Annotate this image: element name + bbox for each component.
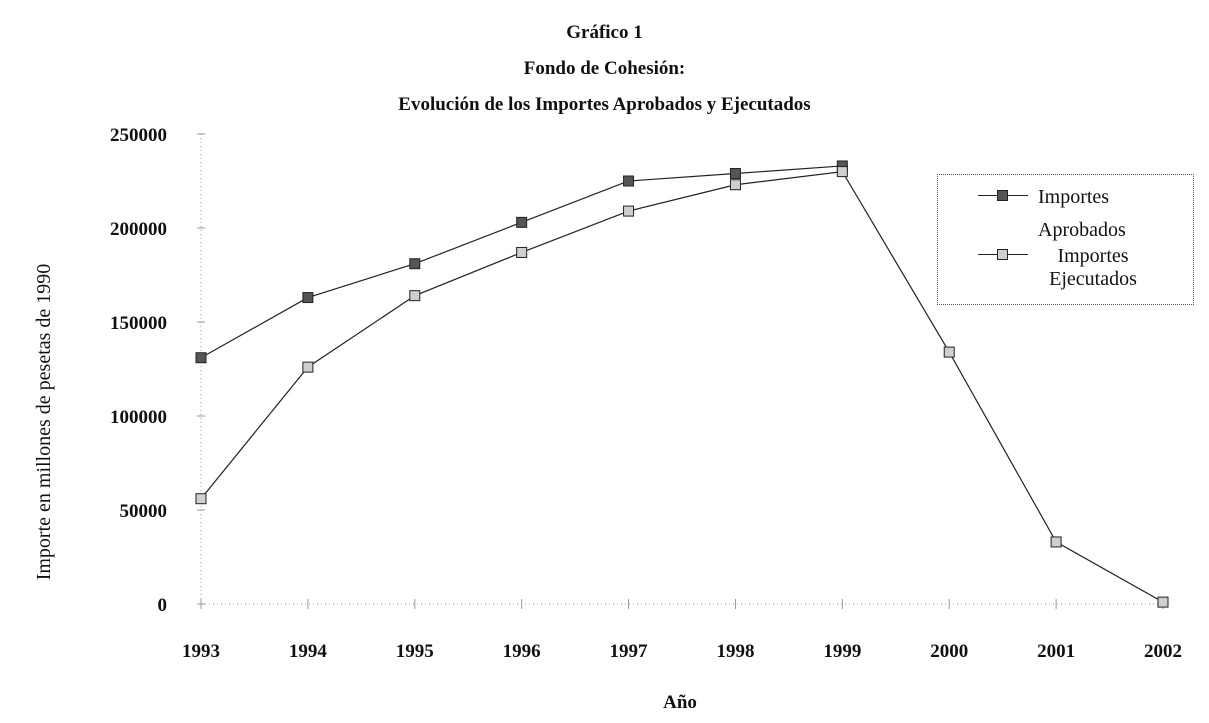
- legend-marker-aprobados: [997, 190, 1008, 201]
- x-tick-label: 1994: [289, 641, 328, 662]
- x-tick-label: 1997: [610, 641, 649, 662]
- data-point-importes-ejecutados: [943, 346, 955, 358]
- x-tick-label: 1993: [182, 641, 220, 662]
- x-tick-label: 1996: [503, 641, 541, 662]
- y-axis-label: Importe en millones de pesetas de 1990: [33, 263, 55, 581]
- y-tick-label: 50000: [120, 501, 168, 522]
- data-point-importes-aprobados: [516, 216, 528, 228]
- data-point-importes-aprobados: [409, 258, 421, 270]
- legend-label-aprobados-line2: Aprobados: [1038, 219, 1126, 241]
- legend-label-aprobados-line1: Importes: [1038, 186, 1110, 208]
- data-point-importes-ejecutados: [516, 246, 528, 258]
- chart-title-line-1: Gráfico 1: [566, 22, 643, 43]
- x-axis-label: Año: [663, 692, 697, 713]
- data-point-importes-ejecutados: [836, 166, 848, 178]
- y-tick-label: 150000: [110, 313, 167, 334]
- y-tick-label: 0: [158, 595, 168, 616]
- series-line-importes-aprobados: [200, 165, 843, 359]
- y-tick-label: 200000: [110, 219, 167, 240]
- data-point-importes-ejecutados: [729, 179, 741, 191]
- legend-label-ejecutados: Importes Ejecutados: [1018, 245, 1168, 291]
- x-tick-label: 1999: [823, 641, 861, 662]
- data-point-importes-ejecutados: [195, 493, 207, 505]
- series-line-importes-ejecutados: [200, 170, 1164, 603]
- x-tick-label: 2001: [1037, 641, 1075, 662]
- data-point-importes-ejecutados: [1050, 536, 1062, 548]
- y-tick-label: 100000: [110, 407, 167, 428]
- data-point-importes-ejecutados: [302, 361, 314, 373]
- data-point-importes-ejecutados: [1157, 596, 1169, 608]
- data-point-importes-ejecutados: [623, 205, 635, 217]
- legend-label-ejecutados-line2: Ejecutados: [1049, 268, 1137, 290]
- data-point-importes-aprobados: [302, 292, 314, 304]
- x-tick-label: 1995: [396, 641, 434, 662]
- data-point-importes-aprobados: [729, 167, 741, 179]
- x-tick-label: 2002: [1144, 641, 1182, 662]
- data-point-importes-ejecutados: [409, 290, 421, 302]
- x-tick-label: 1998: [716, 641, 754, 662]
- legend-label-ejecutados-line1: Importes: [1057, 245, 1129, 267]
- y-tick-label: 250000: [110, 125, 167, 146]
- legend: Importes Aprobados Importes Ejecutados: [937, 174, 1194, 305]
- legend-marker-ejecutados: [997, 249, 1008, 260]
- data-point-importes-aprobados: [195, 352, 207, 364]
- x-tick-label: 2000: [930, 641, 968, 662]
- chart-title-line-2: Fondo de Cohesión:: [523, 58, 686, 79]
- data-point-importes-aprobados: [623, 175, 635, 187]
- chart-title-line-3: Evolución de los Importes Aprobados y Ej…: [398, 94, 811, 115]
